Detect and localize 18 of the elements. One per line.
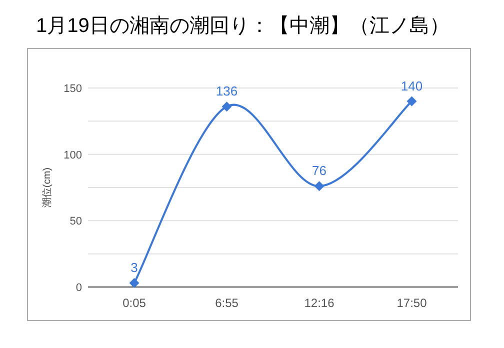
y-tick-label: 150 xyxy=(64,83,82,95)
x-tick-label: 0:05 xyxy=(122,296,146,310)
point xyxy=(406,96,417,106)
data-label: 140 xyxy=(400,78,423,94)
point xyxy=(222,102,232,112)
chart-title: 1月19日の湘南の潮回り：【中潮】（江ノ島） xyxy=(36,15,450,37)
data-label: 3 xyxy=(130,260,138,276)
y-axis-title: 潮位(cm) xyxy=(41,168,53,208)
y-tick-label: 50 xyxy=(70,216,82,228)
point xyxy=(129,278,140,288)
data-label: 76 xyxy=(312,163,326,178)
x-tick-label: 17:50 xyxy=(396,296,428,310)
y-tick-label: 0 xyxy=(76,282,82,294)
x-tick-label: 6:55 xyxy=(215,296,239,310)
y-tick-label: 100 xyxy=(64,149,82,162)
data-label: 136 xyxy=(216,84,238,99)
point xyxy=(314,181,324,192)
x-tick-label: 12:16 xyxy=(304,296,335,310)
